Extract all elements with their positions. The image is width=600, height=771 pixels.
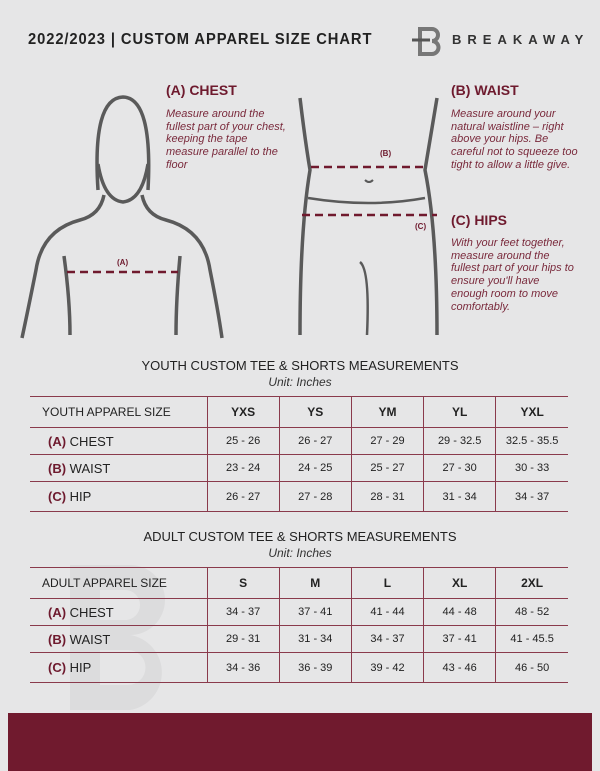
row-name: WAIST bbox=[69, 460, 111, 476]
measurement-cell: 30 - 33 bbox=[495, 454, 568, 482]
measurement-cell: 27 - 30 bbox=[423, 454, 496, 482]
measurement-cell: 41 - 45.5 bbox=[495, 625, 568, 653]
measurement-cell: 24 - 25 bbox=[278, 454, 352, 482]
table-row: (C) HIP 34 - 36 36 - 39 39 - 42 43 - 46 46 - … bbox=[30, 652, 568, 683]
size-header: ADULT APPAREL SIZE bbox=[30, 567, 207, 599]
waist-marker: (B) bbox=[380, 149, 392, 158]
measurement-cell: 34 - 37 bbox=[350, 625, 424, 653]
row-name: CHEST bbox=[69, 604, 114, 620]
measurement-cell: 27 - 28 bbox=[278, 481, 352, 512]
size-column-header: M bbox=[278, 567, 352, 599]
measurement-cell: 31 - 34 bbox=[423, 481, 496, 512]
size-header: YOUTH APPAREL SIZE bbox=[30, 396, 207, 428]
measurement-cell: 26 - 27 bbox=[206, 481, 280, 512]
measurement-cell: 37 - 41 bbox=[423, 625, 496, 653]
youth-unit: Unit: Inches bbox=[268, 375, 332, 389]
row-name: WAIST bbox=[69, 631, 111, 647]
row-code: (B) bbox=[48, 631, 67, 647]
size-column-header: XL bbox=[423, 567, 496, 599]
measurement-cell: 32.5 - 35.5 bbox=[495, 427, 568, 455]
table-row: (A) CHEST 34 - 37 37 - 41 41 - 44 44 - 48 48 … bbox=[30, 598, 568, 626]
header-row: ADULT APPAREL SIZE S M L XL 2XL bbox=[30, 567, 568, 599]
table-row: (B) WAIST 29 - 31 31 - 34 34 - 37 37 - 41 41 … bbox=[30, 625, 568, 653]
chest-marker: (A) bbox=[117, 258, 129, 267]
row-label: (C) HIP bbox=[30, 481, 207, 512]
row-label: (B) WAIST bbox=[30, 454, 207, 482]
hips-instructions: With your feet together, measure around … bbox=[451, 237, 574, 313]
row-label: (A) CHEST bbox=[30, 427, 207, 455]
row-name: CHEST bbox=[69, 433, 114, 449]
size-column-header: L bbox=[350, 567, 424, 599]
measurement-cell: 43 - 46 bbox=[423, 652, 496, 683]
row-label: (A) CHEST bbox=[30, 598, 207, 626]
size-column-header: YS bbox=[278, 396, 352, 428]
measurement-cell: 34 - 37 bbox=[206, 598, 280, 626]
breakaway-logo-icon bbox=[412, 27, 441, 56]
measurement-cell: 29 - 31 bbox=[206, 625, 280, 653]
table-row: (B) WAIST 23 - 24 24 - 25 25 - 27 27 - 30 30 … bbox=[30, 454, 568, 482]
hips-heading: (C) HIPS bbox=[451, 212, 507, 228]
size-column-header: YM bbox=[350, 396, 424, 428]
brand-name: BREAKAWAY bbox=[452, 32, 590, 47]
row-label: (C) HIP bbox=[30, 652, 207, 683]
measurement-cell: 28 - 31 bbox=[350, 481, 424, 512]
header-row: YOUTH APPAREL SIZE YXS YS YM YL YXL bbox=[30, 396, 568, 428]
measurement-cell: 31 - 34 bbox=[278, 625, 352, 653]
measurement-cell: 34 - 37 bbox=[495, 481, 568, 512]
waist-heading: (B) WAIST bbox=[451, 82, 519, 98]
measurement-cell: 39 - 42 bbox=[350, 652, 424, 683]
measurement-cell: 25 - 26 bbox=[206, 427, 280, 455]
measurement-cell: 34 - 36 bbox=[206, 652, 280, 683]
row-code: (C) bbox=[48, 489, 67, 504]
youth-size-table: YOUTH APPAREL SIZE YXS YS YM YL YXL (A) CHEST 2… bbox=[30, 396, 568, 512]
measurement-cell: 25 - 27 bbox=[350, 454, 424, 482]
youth-title: YOUTH CUSTOM TEE & SHORTS MEASUREMENTS bbox=[141, 358, 459, 373]
measurement-cell: 41 - 44 bbox=[350, 598, 424, 626]
measurement-cell: 44 - 48 bbox=[423, 598, 496, 626]
table-row: (A) CHEST 25 - 26 26 - 27 27 - 29 29 - 32.5 3… bbox=[30, 427, 568, 455]
row-code: (B) bbox=[48, 460, 67, 476]
waist-instructions: Measure around your natural waistline – … bbox=[451, 108, 578, 171]
measurement-cell: 48 - 52 bbox=[495, 598, 568, 626]
measurement-cell: 37 - 41 bbox=[278, 598, 352, 626]
measurement-cell: 26 - 27 bbox=[278, 427, 352, 455]
measurement-cell: 23 - 24 bbox=[206, 454, 280, 482]
size-column-header: S bbox=[206, 567, 280, 599]
size-column-header: 2XL bbox=[495, 567, 568, 599]
body-illustration bbox=[20, 95, 439, 339]
hips-marker: (C) bbox=[415, 222, 427, 231]
adult-size-table: ADULT APPAREL SIZE S M L XL 2XL (A) CHEST 34 - … bbox=[30, 567, 568, 683]
row-code: (C) bbox=[48, 660, 67, 675]
row-label: (B) WAIST bbox=[30, 625, 207, 653]
measurement-cell: 29 - 32.5 bbox=[423, 427, 496, 455]
size-column-header: YL bbox=[423, 396, 496, 428]
chest-instructions: Measure around the fullest part of your … bbox=[166, 108, 286, 171]
measurement-cell: 36 - 39 bbox=[278, 652, 352, 683]
measurement-cell: 46 - 50 bbox=[495, 652, 568, 683]
row-code: (A) bbox=[48, 433, 67, 449]
adult-unit: Unit: Inches bbox=[268, 546, 332, 560]
adult-title: ADULT CUSTOM TEE & SHORTS MEASUREMENTS bbox=[143, 529, 457, 544]
row-name: HIP bbox=[69, 660, 92, 675]
row-code: (A) bbox=[48, 604, 67, 620]
table-row: (C) HIP 26 - 27 27 - 28 28 - 31 31 - 34 34 - … bbox=[30, 481, 568, 512]
row-name: HIP bbox=[69, 489, 92, 504]
chest-heading: (A) CHEST bbox=[166, 82, 237, 98]
footer-bar bbox=[8, 713, 592, 771]
page-title: 2022/2023 | CUSTOM APPAREL SIZE CHART bbox=[28, 31, 373, 48]
size-column-header: YXL bbox=[495, 396, 568, 428]
size-column-header: YXS bbox=[206, 396, 280, 428]
measurement-cell: 27 - 29 bbox=[350, 427, 424, 455]
